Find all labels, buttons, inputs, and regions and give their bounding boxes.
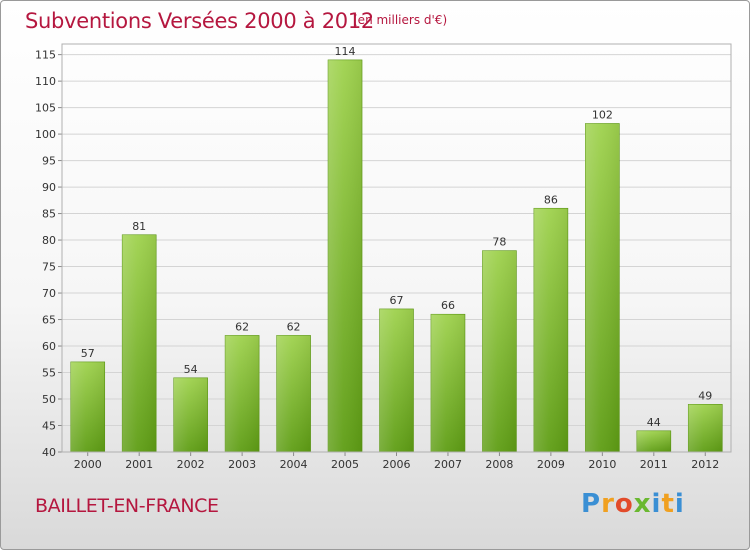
- logo-letter: t: [661, 489, 675, 519]
- bar-shine: [585, 123, 620, 452]
- y-tick-label: 100: [35, 128, 56, 141]
- y-tick-label: 75: [42, 261, 56, 274]
- x-tick-label: 2010: [588, 458, 616, 471]
- bar-value-label: 62: [287, 320, 301, 333]
- bar-value-label: 62: [235, 320, 249, 333]
- commune-name: BAILLET-EN-FRANCE: [35, 495, 219, 517]
- x-tick-label: 2006: [383, 458, 411, 471]
- y-tick-label: 60: [42, 340, 56, 353]
- x-axis-tick-labels: 2000 2001 2002 2003 2004 2005 2006 2007 2008 2009…: [74, 452, 719, 471]
- bar-shine: [122, 234, 157, 452]
- y-tick-label: 85: [42, 208, 56, 221]
- bar-shine: [636, 430, 671, 452]
- y-tick-label: 45: [42, 420, 56, 433]
- bar-shine: [533, 208, 568, 452]
- x-tick-label: 2004: [280, 458, 308, 471]
- y-axis-tick-labels: 40 45 50 55 60 65 70 75 80 85 90 95 100 105 110 115: [35, 49, 56, 459]
- bar-shine: [225, 335, 260, 452]
- bar-shine: [276, 335, 311, 452]
- proxiti-logo: Proxiti: [581, 489, 685, 519]
- bar-value-label: 86: [544, 193, 558, 206]
- bar-value-label: 44: [647, 416, 661, 429]
- x-tick-label: 2008: [485, 458, 513, 471]
- bar-value-label: 54: [184, 363, 198, 376]
- y-tick-label: 110: [35, 75, 56, 88]
- y-tick-label: 105: [35, 102, 56, 115]
- logo-letter: P: [581, 489, 602, 519]
- bar-value-label: 66: [441, 299, 455, 312]
- x-tick-label: 2000: [74, 458, 102, 471]
- x-tick-label: 2007: [434, 458, 462, 471]
- bar-shine: [173, 377, 208, 452]
- bar-value-label: 114: [335, 45, 356, 58]
- bar-value-label: 81: [132, 220, 146, 233]
- logo-letter: o: [614, 489, 634, 519]
- y-tick-label: 115: [35, 49, 56, 62]
- y-tick-label: 95: [42, 155, 56, 168]
- logo-letter: i: [674, 489, 685, 519]
- bar-value-label: 102: [592, 108, 613, 121]
- y-tick-label: 55: [42, 367, 56, 380]
- plot-area-border: [61, 43, 732, 453]
- x-tick-label: 2005: [331, 458, 359, 471]
- y-tick-label: 40: [42, 446, 56, 459]
- y-tick-label: 50: [42, 393, 56, 406]
- y-tick-label: 70: [42, 287, 56, 300]
- bar-shine: [482, 250, 517, 452]
- bar-shine: [70, 361, 105, 452]
- y-tick-label: 80: [42, 234, 56, 247]
- chart-title: Subventions Versées 2000 à 2012: [25, 9, 374, 33]
- bar-value-label: 78: [492, 236, 506, 249]
- bars: 57 81 54 62 62 114 67 66 78 86 102 44 49: [70, 45, 723, 453]
- bar-value-label: 67: [390, 294, 404, 307]
- chart-unit-note: (en milliers d'€): [353, 13, 448, 27]
- bar-value-label: 57: [81, 347, 95, 360]
- y-tick-label: 90: [42, 181, 56, 194]
- bar-shine: [379, 308, 414, 452]
- x-tick-label: 2003: [228, 458, 256, 471]
- logo-letter: x: [633, 489, 652, 519]
- x-tick-label: 2009: [537, 458, 565, 471]
- x-tick-label: 2011: [640, 458, 668, 471]
- bar-shine: [328, 59, 363, 452]
- x-tick-label: 2001: [125, 458, 153, 471]
- logo-letter: i: [651, 489, 662, 519]
- y-tick-label: 65: [42, 314, 56, 327]
- logo-letter: r: [601, 489, 615, 519]
- bar-shine: [430, 314, 465, 452]
- x-tick-label: 2002: [177, 458, 205, 471]
- bar-shine: [688, 404, 723, 452]
- bar-value-label: 49: [698, 389, 712, 402]
- x-tick-label: 2012: [691, 458, 719, 471]
